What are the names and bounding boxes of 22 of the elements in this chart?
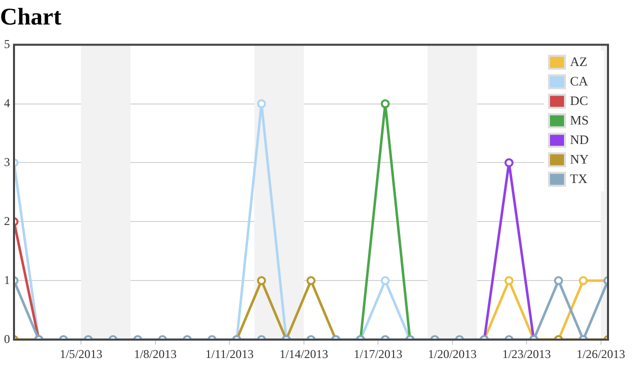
legend-label: TX (570, 171, 588, 186)
x-tick-label: 1/14/2013 (279, 346, 328, 361)
y-tick-label: 2 (4, 214, 10, 228)
y-tick-label: 4 (4, 96, 10, 110)
legend-label: AZ (570, 54, 588, 70)
legend-label: DC (570, 93, 588, 108)
y-tick-label: 5 (4, 36, 10, 51)
x-tick-label: 1/26/2013 (576, 346, 626, 361)
x-tick-label: 1/11/2013 (205, 346, 254, 361)
x-tick-label: 1/20/2013 (428, 346, 477, 361)
legend-label: NY (570, 152, 590, 167)
legend-label: MS (570, 112, 589, 128)
y-tick-label: 1 (4, 272, 10, 287)
x-tick-label: 1/17/2013 (354, 346, 402, 361)
legend-label: ND (570, 132, 589, 148)
x-tick-label: 1/8/2013 (134, 346, 177, 361)
y-tick-label: 0 (4, 332, 10, 346)
legend-label: CA (570, 74, 589, 89)
y-tick-label: 3 (4, 154, 10, 169)
x-tick-label: 1/23/2013 (502, 346, 551, 361)
chart-title: Chart (0, 4, 62, 31)
x-tick-label: 1/5/2013 (60, 346, 102, 361)
